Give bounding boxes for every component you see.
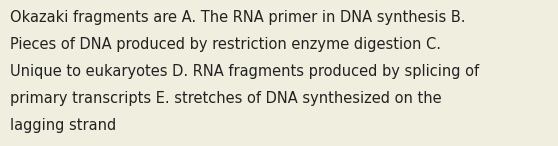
Text: Unique to eukaryotes D. RNA fragments produced by splicing of: Unique to eukaryotes D. RNA fragments pr… [10,64,479,79]
Text: Pieces of DNA produced by restriction enzyme digestion C.: Pieces of DNA produced by restriction en… [10,37,441,52]
Text: lagging strand: lagging strand [10,118,116,133]
Text: primary transcripts E. stretches of DNA synthesized on the: primary transcripts E. stretches of DNA … [10,91,442,106]
Text: Okazaki fragments are A. The RNA primer in DNA synthesis B.: Okazaki fragments are A. The RNA primer … [10,10,465,25]
